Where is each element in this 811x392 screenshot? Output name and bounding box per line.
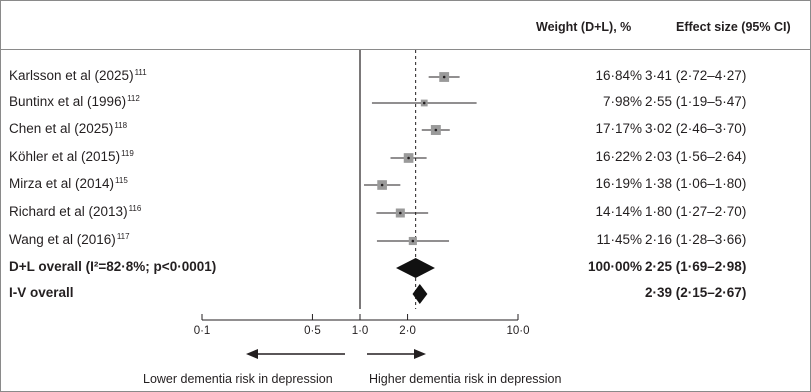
study-label: Karlsson et al (2025)111 bbox=[9, 68, 147, 83]
point-estimate bbox=[411, 239, 415, 243]
study-label: Wang et al (2016)117 bbox=[9, 232, 130, 247]
point-estimate bbox=[399, 211, 402, 215]
study-weight: 16·22% bbox=[595, 149, 642, 164]
study-name: Buntinx et al (1996) bbox=[9, 94, 127, 109]
study-label: Buntinx et al (1996)112 bbox=[9, 94, 140, 109]
study-reference: 111 bbox=[134, 67, 147, 77]
point-estimate bbox=[380, 183, 384, 187]
study-effect-size: 3·41 (2·72–4·27) bbox=[645, 68, 747, 83]
direction-label-left: Lower dementia risk in depression bbox=[143, 372, 333, 386]
study-weight: 17·17% bbox=[595, 121, 642, 136]
study-reference: 117 bbox=[116, 231, 130, 241]
study-reference: 119 bbox=[121, 148, 134, 158]
weight-column-header: Weight (D+L), % bbox=[536, 20, 632, 34]
direction-label-right: Higher dementia risk in depression bbox=[369, 372, 562, 386]
study-reference: 118 bbox=[114, 120, 128, 130]
point-estimate bbox=[442, 75, 446, 79]
study-reference: 116 bbox=[128, 203, 142, 213]
study-label: Köhler et al (2015)119 bbox=[9, 149, 134, 164]
arrow-left-head bbox=[246, 349, 258, 359]
plot-layer: 0·1 0·5 1·0 2·0 10·0 bbox=[194, 50, 530, 359]
overall-diamond bbox=[396, 258, 435, 278]
study-reference: 112 bbox=[127, 93, 140, 103]
study-effect-size: 1·80 (1·27–2·70) bbox=[645, 204, 747, 219]
overall-effect-size: 2·39 (2·15–2·67) bbox=[645, 285, 747, 300]
study-effect-size: 2·55 (1·19–5·47) bbox=[645, 94, 747, 109]
study-effect-size: 2·03 (1·56–2·64) bbox=[645, 149, 747, 164]
study-weight: 14·14% bbox=[595, 204, 642, 219]
study-name: Richard et al (2013) bbox=[9, 204, 128, 219]
point-estimate bbox=[407, 156, 410, 160]
x-axis-tick-label: 1·0 bbox=[352, 325, 369, 337]
x-axis-tick-label: 0·5 bbox=[304, 325, 321, 337]
study-reference: 115 bbox=[115, 175, 128, 185]
x-axis-tick-label: 10·0 bbox=[506, 325, 529, 337]
study-effect-size: 2·16 (1·28–3·66) bbox=[645, 232, 747, 247]
study-label: Chen et al (2025)118 bbox=[9, 121, 127, 136]
study-name: Mirza et al (2014) bbox=[9, 176, 115, 191]
overall-diamond bbox=[412, 284, 428, 304]
overall-label: I-V overall bbox=[9, 285, 74, 300]
study-name: Wang et al (2016) bbox=[9, 232, 116, 247]
study-weight: 7·98% bbox=[602, 94, 642, 109]
effect-column-header: Effect size (95% CI) bbox=[676, 20, 791, 34]
study-weight: 16·19% bbox=[595, 176, 642, 191]
study-label: Mirza et al (2014)115 bbox=[9, 176, 128, 191]
study-effect-size: 3·02 (2·46–3·70) bbox=[645, 121, 747, 136]
study-weight: 11·45% bbox=[596, 232, 642, 247]
point-estimate bbox=[422, 101, 426, 105]
x-axis-tick-label: 0·1 bbox=[194, 325, 211, 337]
overall-weight: 100·00% bbox=[587, 259, 642, 274]
study-effect-size: 1·38 (1·06–1·80) bbox=[645, 176, 747, 191]
overall-label: D+L overall (I²=82·8%; p<0·0001) bbox=[9, 259, 217, 274]
study-weight: 16·84% bbox=[595, 68, 642, 83]
point-estimate bbox=[434, 128, 438, 132]
study-name: Köhler et al (2015) bbox=[9, 149, 121, 164]
arrow-right-head bbox=[414, 349, 426, 359]
study-label: Richard et al (2013)116 bbox=[9, 204, 141, 219]
study-name: Karlsson et al (2025) bbox=[9, 68, 134, 83]
x-axis-tick-label: 2·0 bbox=[399, 325, 416, 337]
overall-effect-size: 2·25 (1·69–2·98) bbox=[645, 259, 747, 274]
study-name: Chen et al (2025) bbox=[9, 121, 114, 136]
